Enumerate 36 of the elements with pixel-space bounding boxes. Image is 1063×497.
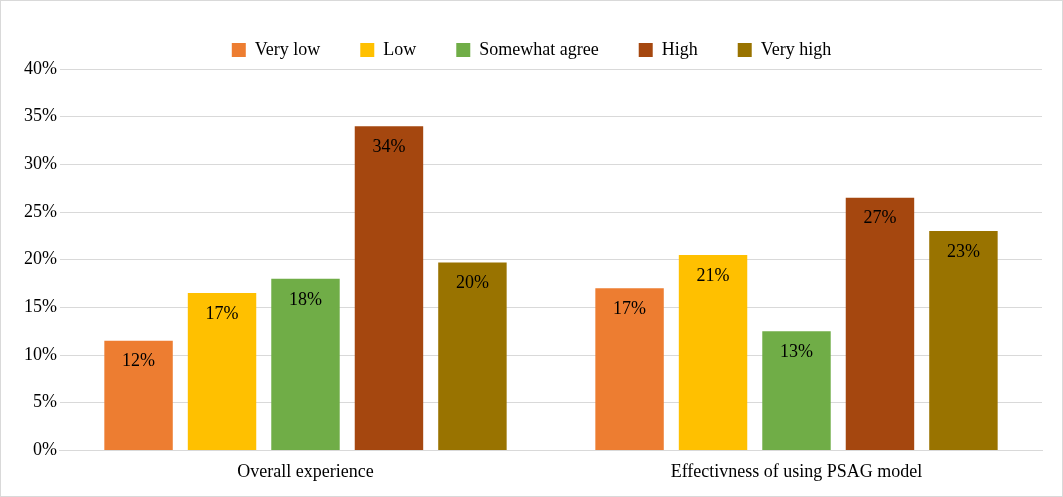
bar [104, 340, 173, 450]
y-tick-label: 30% [23, 153, 57, 174]
legend-label: Low [383, 38, 417, 59]
y-tick-label: 40% [23, 57, 57, 78]
legend-label: Very low [254, 38, 321, 59]
bar [271, 278, 340, 450]
bar [845, 197, 915, 450]
bar [187, 293, 257, 450]
y-tick-label: 0% [32, 439, 57, 460]
data-label: 21% [696, 264, 730, 285]
legend-label: High [661, 38, 698, 59]
bar [929, 231, 998, 450]
y-tick-label: 15% [23, 296, 57, 317]
bar [595, 288, 664, 450]
bar [762, 331, 831, 450]
x-tick-label: Overall experience [237, 460, 374, 481]
data-label: 34% [372, 135, 406, 156]
y-tick-label: 35% [23, 105, 57, 126]
data-label: 23% [946, 240, 980, 261]
x-tick-label: Effectivness of using PSAG model [670, 460, 923, 481]
legend-label: Somewhat agree [479, 38, 599, 59]
legend-label: Very high [760, 38, 832, 59]
data-label: 27% [863, 207, 897, 228]
bar [678, 254, 748, 450]
data-label: 18% [289, 288, 322, 309]
data-label: 13% [780, 340, 813, 361]
y-tick-label: 5% [32, 391, 57, 412]
data-label: 17% [205, 302, 239, 323]
y-tick-label: 20% [23, 248, 57, 269]
data-label: 17% [613, 298, 647, 319]
data-label: 20% [455, 272, 489, 293]
y-tick-label: 10% [23, 343, 57, 364]
bar [354, 126, 424, 450]
data-label: 12% [122, 350, 156, 371]
bar [438, 262, 507, 450]
y-tick-label: 25% [23, 200, 57, 221]
